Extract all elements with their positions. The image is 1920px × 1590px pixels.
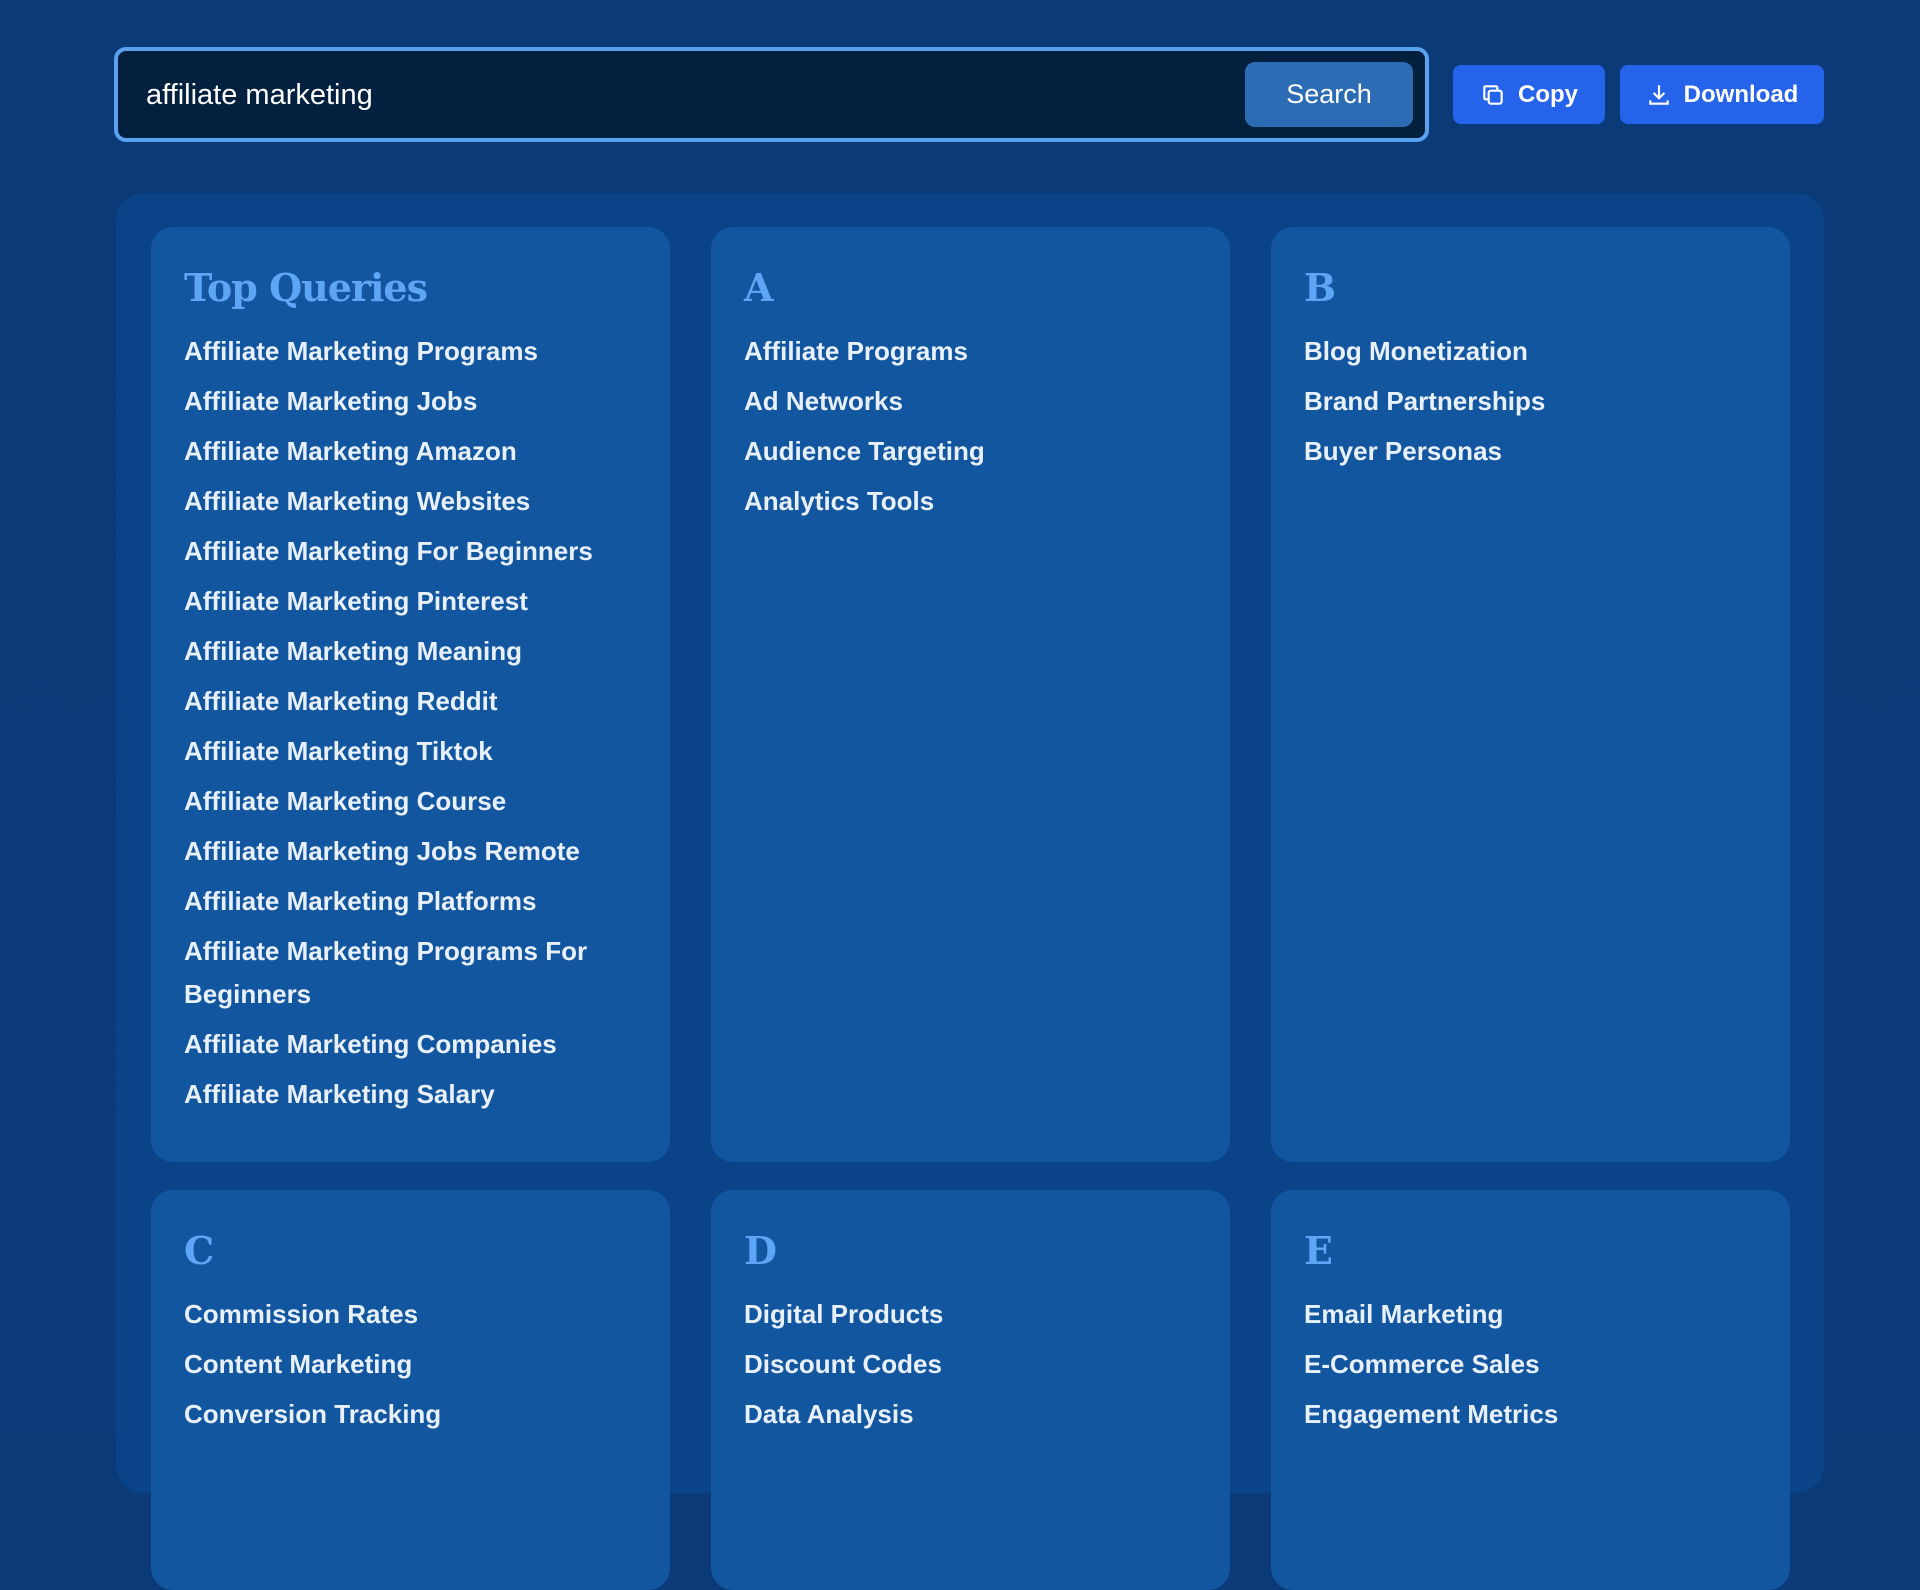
suggestion-item[interactable]: Affiliate Marketing Tiktok bbox=[184, 736, 493, 766]
suggestion-item[interactable]: Affiliate Marketing Pinterest bbox=[184, 586, 528, 616]
suggestion-list: Affiliate Marketing Programs Affiliate Ma… bbox=[184, 330, 637, 1116]
suggestion-item[interactable]: Analytics Tools bbox=[744, 486, 935, 516]
suggestion-item[interactable]: Affiliate Marketing Jobs Remote bbox=[184, 836, 580, 866]
card-b: B Blog Monetization Brand Partnerships Buye… bbox=[1271, 227, 1790, 1162]
suggestion-item[interactable]: Affiliate Marketing Amazon bbox=[184, 436, 517, 466]
card-title: A bbox=[744, 265, 773, 310]
suggestion-item[interactable]: Affiliate Marketing Course bbox=[184, 786, 507, 816]
card-a: A Affiliate Programs Ad Networks Audience T… bbox=[711, 227, 1230, 1162]
card-top-queries: Top Queries Affiliate Marketing Programs A… bbox=[151, 227, 670, 1162]
suggestion-item[interactable]: Affiliate Marketing Reddit bbox=[184, 686, 498, 716]
suggestion-item[interactable]: Conversion Tracking bbox=[184, 1399, 442, 1429]
suggestion-item[interactable]: Commission Rates bbox=[184, 1299, 419, 1329]
suggestion-item[interactable]: Data Analysis bbox=[744, 1399, 914, 1429]
suggestion-item[interactable]: Affiliate Marketing For Beginners bbox=[184, 536, 593, 566]
suggestion-item[interactable]: Affiliate Marketing Websites bbox=[184, 486, 531, 516]
card-title: E bbox=[1304, 1228, 1333, 1273]
suggestion-item[interactable]: Affiliate Marketing Platforms bbox=[184, 886, 537, 916]
suggestion-list: Email Marketing E-Commerce Sales Engagemen… bbox=[1304, 1293, 1757, 1436]
search-button[interactable]: Search bbox=[1245, 62, 1413, 127]
search-input[interactable] bbox=[144, 51, 1208, 140]
suggestion-item[interactable]: Affiliate Marketing Jobs bbox=[184, 386, 478, 416]
suggestion-item[interactable]: Content Marketing bbox=[184, 1349, 413, 1379]
suggestion-item[interactable]: Affiliate Marketing Companies bbox=[184, 1029, 557, 1059]
card-title: B bbox=[1304, 265, 1336, 310]
suggestion-item[interactable]: Email Marketing bbox=[1304, 1299, 1504, 1329]
suggestion-item[interactable]: Blog Monetization bbox=[1304, 336, 1528, 366]
copy-label: Copy bbox=[1518, 80, 1578, 108]
suggestion-item[interactable]: Audience Targeting bbox=[744, 436, 985, 466]
suggestion-item[interactable]: Brand Partnerships bbox=[1304, 386, 1546, 416]
card-c: C Commission Rates Content Marketing Conver… bbox=[151, 1190, 670, 1590]
suggestion-item[interactable]: E-Commerce Sales bbox=[1304, 1349, 1540, 1379]
suggestion-list: Digital Products Discount Codes Data Analy… bbox=[744, 1293, 1197, 1436]
download-label: Download bbox=[1683, 80, 1799, 108]
card-d: D Digital Products Discount Codes Data Anal… bbox=[711, 1190, 1230, 1590]
suggestion-item[interactable]: Affiliate Programs bbox=[744, 336, 968, 366]
suggestion-item[interactable]: Buyer Personas bbox=[1304, 436, 1502, 466]
download-button[interactable]: Download bbox=[1620, 65, 1824, 124]
card-title: Top Queries bbox=[184, 265, 428, 310]
copy-icon bbox=[1483, 84, 1503, 105]
suggestion-item[interactable]: Engagement Metrics bbox=[1304, 1399, 1559, 1429]
card-title: C bbox=[184, 1228, 214, 1273]
suggestion-item[interactable]: Affiliate Marketing Programs For Beginne… bbox=[184, 936, 588, 1009]
suggestion-list: Commission Rates Content Marketing Convers… bbox=[184, 1293, 637, 1436]
suggestion-item[interactable]: Discount Codes bbox=[744, 1349, 942, 1379]
suggestion-list: Affiliate Programs Ad Networks Audience Ta… bbox=[744, 330, 1197, 523]
search-bar: Search bbox=[114, 47, 1429, 142]
card-e: E Email Marketing E-Commerce Sales Engageme… bbox=[1271, 1190, 1790, 1590]
suggestion-list: Blog Monetization Brand Partnerships Buyer… bbox=[1304, 330, 1757, 473]
copy-button[interactable]: Copy bbox=[1453, 65, 1605, 124]
download-icon bbox=[1648, 84, 1669, 105]
suggestion-item[interactable]: Affiliate Marketing Meaning bbox=[184, 636, 523, 666]
suggestion-item[interactable]: Digital Products bbox=[744, 1299, 944, 1329]
suggestion-item[interactable]: Affiliate Marketing Programs bbox=[184, 336, 538, 366]
suggestion-item[interactable]: Ad Networks bbox=[744, 386, 903, 416]
card-title: D bbox=[744, 1228, 777, 1273]
suggestion-item[interactable]: Affiliate Marketing Salary bbox=[184, 1079, 495, 1109]
